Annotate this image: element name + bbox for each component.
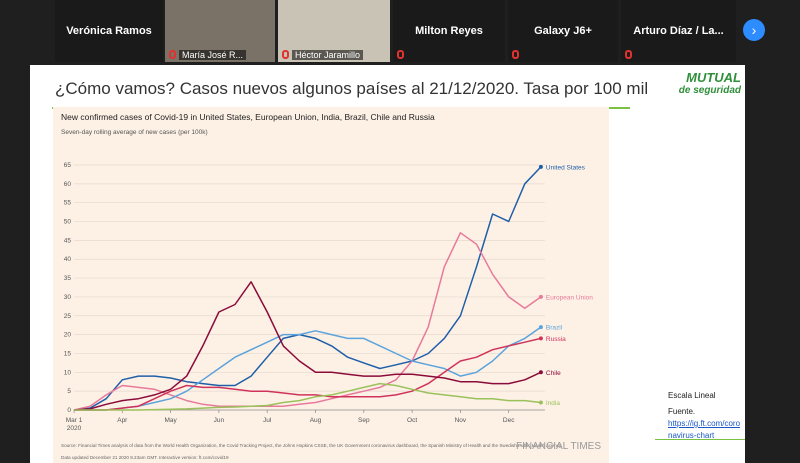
series-line [73,166,542,411]
x-tick-label: Sep [358,417,370,424]
y-tick-label: 35 [64,275,72,282]
participant-name: Verónica Ramos [66,25,152,37]
participant-name: María José R... [179,50,247,60]
x-tick-label: Nov [455,417,467,424]
x-tick-label: Jul [263,417,272,424]
y-tick-label: 30 [64,294,72,301]
series-label: Brazil [546,325,563,332]
end-point [538,294,543,299]
participant-name: Galaxy J6+ [534,25,592,37]
series-line [73,281,542,411]
y-tick-label: 65 [64,162,72,169]
series-line [74,382,541,411]
series-label: Chile [546,370,561,377]
participant-tile[interactable]: Galaxy J6+ [508,0,618,62]
mute-icon [282,50,289,59]
end-point [538,400,543,405]
chart: New confirmed cases of Covid-19 in Unite… [53,107,609,463]
x-year-label: 2020 [67,425,82,432]
end-point [538,164,543,169]
source-label: Fuente. [668,407,696,416]
chart-background [53,107,609,463]
chart-updated: Data updated December 21 2020 8.23am GMT… [61,455,229,460]
y-tick-label: 15 [64,350,72,357]
mute-icon [625,50,632,59]
chart-source: Source: Financial Times analysis of data… [61,443,562,448]
note-divider [655,439,745,440]
mute-icon [397,50,404,59]
chart-subtitle: Seven-day rolling average of new cases (… [61,129,208,136]
logo-text: MUTUAL [686,70,741,85]
logo: MUTUAL de seguridad [663,70,741,96]
series-line [74,326,542,411]
participant-video[interactable]: María José R... [165,0,275,62]
next-page-button[interactable]: › [743,19,765,41]
series-label: United States [546,164,586,171]
series-label: European Union [546,294,593,301]
x-tick-label: Jun [214,417,225,424]
brand: FINANCIAL TIMES [516,441,601,452]
participant-name: Héctor Jaramillo [292,50,364,60]
participant-tile[interactable]: Milton Reyes [393,0,505,62]
mute-icon [169,50,176,59]
scale-note: Escala Lineal [668,391,716,400]
x-tick-label: Oct [407,417,417,424]
x-tick-label: Mar 1 [66,417,83,424]
slide-title: ¿Cómo vamos? Casos nuevos algunos países… [55,79,649,98]
logo-text: de seguridad [678,85,741,96]
end-point [538,325,543,330]
x-tick-label: Dec [503,417,515,424]
series-line [73,232,542,411]
end-point [538,336,543,341]
source-link[interactable]: https://ig.ft.com/coronavirus-chart [668,419,741,440]
y-tick-label: 20 [64,332,72,339]
y-tick-label: 45 [64,237,72,244]
notes: Escala Lineal Fuente. https://ig.ft.com/… [668,390,744,442]
y-tick-label: 55 [64,200,72,207]
x-tick-label: Apr [117,417,128,424]
y-tick-label: 40 [64,256,72,263]
x-tick-label: Aug [310,417,322,424]
series-label: Russia [546,336,566,343]
y-tick-label: 5 [67,388,71,395]
x-tick-label: May [164,417,177,424]
end-point [538,370,543,375]
y-tick-label: 50 [64,219,72,226]
participant-video[interactable]: Héctor Jaramillo [278,0,390,62]
y-tick-label: 10 [64,369,72,376]
participant-name: Arturo Díaz / La... [633,25,724,37]
participant-tile[interactable]: Verónica Ramos [55,0,163,62]
mute-icon [512,50,519,59]
series-label: India [546,400,560,407]
chart-title: New confirmed cases of Covid-19 in Unite… [61,112,435,122]
participant-tile[interactable]: Arturo Díaz / La... [621,0,736,62]
y-tick-label: 25 [64,313,72,320]
series-line [74,337,542,411]
y-tick-label: 60 [64,181,72,188]
y-tick-label: 0 [67,407,71,414]
participant-name: Milton Reyes [415,25,483,37]
